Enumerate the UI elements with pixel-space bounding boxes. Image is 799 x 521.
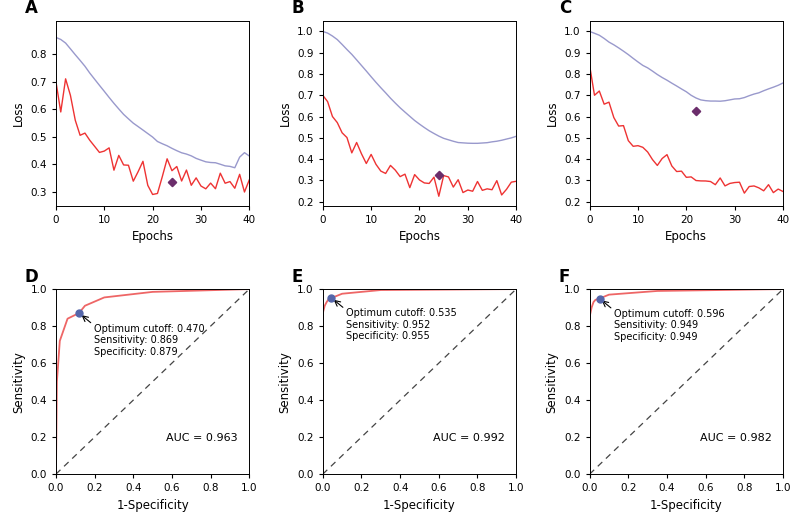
Text: AUC = 0.963: AUC = 0.963 <box>166 433 238 443</box>
Text: Optimum cutoff: 0.596
Sensitivity: 0.949
Specificity: 0.949: Optimum cutoff: 0.596 Sensitivity: 0.949… <box>614 309 725 342</box>
Text: Optimum cutoff: 0.470
Sensitivity: 0.869
Specificity: 0.879: Optimum cutoff: 0.470 Sensitivity: 0.869… <box>93 324 205 357</box>
Text: AUC = 0.982: AUC = 0.982 <box>700 433 772 443</box>
Text: B: B <box>292 0 304 17</box>
X-axis label: 1-Specificity: 1-Specificity <box>383 499 456 512</box>
Y-axis label: Sensitivity: Sensitivity <box>279 351 292 413</box>
Text: E: E <box>292 268 304 286</box>
X-axis label: Epochs: Epochs <box>132 230 173 243</box>
Y-axis label: Loss: Loss <box>12 101 25 126</box>
X-axis label: 1-Specificity: 1-Specificity <box>650 499 723 512</box>
X-axis label: 1-Specificity: 1-Specificity <box>116 499 189 512</box>
Text: F: F <box>559 268 570 286</box>
Text: D: D <box>25 268 38 286</box>
X-axis label: Epochs: Epochs <box>666 230 707 243</box>
Y-axis label: Loss: Loss <box>546 101 559 126</box>
Y-axis label: Sensitivity: Sensitivity <box>12 351 25 413</box>
Text: AUC = 0.992: AUC = 0.992 <box>433 433 505 443</box>
X-axis label: Epochs: Epochs <box>399 230 440 243</box>
Y-axis label: Sensitivity: Sensitivity <box>546 351 559 413</box>
Text: Optimum cutoff: 0.535
Sensitivity: 0.952
Specificity: 0.955: Optimum cutoff: 0.535 Sensitivity: 0.952… <box>346 308 457 341</box>
Text: A: A <box>25 0 38 17</box>
Text: C: C <box>559 0 571 17</box>
Y-axis label: Loss: Loss <box>279 101 292 126</box>
